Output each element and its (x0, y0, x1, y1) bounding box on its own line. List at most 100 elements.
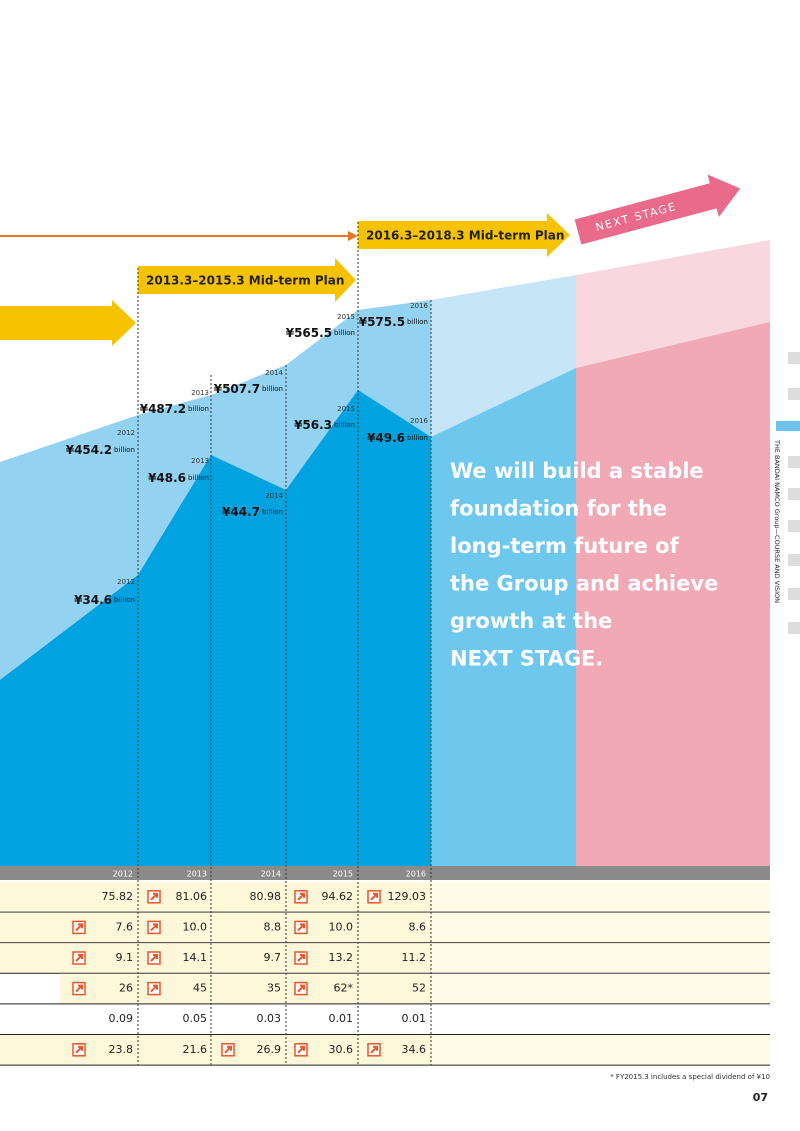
unit: billion (407, 318, 428, 326)
message-line: NEXT STAGE. (450, 647, 603, 671)
value: ¥56.3 (294, 418, 332, 432)
value: ¥34.6 (74, 593, 112, 607)
value-label: ¥56.3 billion (294, 418, 355, 432)
table-cell: 129.03 (388, 890, 427, 903)
value-label: ¥575.5 billion (359, 315, 428, 329)
page-number: 07 (753, 1091, 768, 1104)
plan-label: 2016.3–2018.3 Mid-term Plan (366, 229, 564, 243)
unit: billion (334, 421, 355, 429)
up-icon-arrow (370, 1045, 378, 1054)
value: ¥487.2 (140, 402, 186, 416)
unit: billion (188, 474, 209, 482)
row-background (0, 882, 431, 912)
message-line: long-term future of (450, 534, 680, 558)
table-cell: 13.2 (329, 951, 354, 964)
unit: billion (262, 385, 283, 393)
unit: billion (407, 434, 428, 442)
value: ¥565.5 (286, 326, 332, 340)
value: ¥48.6 (148, 471, 186, 485)
table-cell: 81.06 (176, 890, 208, 903)
table-cell: 14.1 (183, 951, 208, 964)
table-cell: 75.82 (102, 890, 134, 903)
value-label: ¥487.2 billion (140, 402, 209, 416)
divider-lines (137, 222, 432, 1065)
up-icon-arrow (297, 954, 305, 962)
row-background (0, 1035, 431, 1065)
table-cell: 10.0 (329, 920, 354, 933)
table-cell: 94.62 (322, 890, 354, 903)
year-label: 2015 (337, 313, 355, 321)
unit: billion (334, 329, 355, 337)
year-label: 2012 (117, 429, 135, 437)
side-title: THE BANDAI NAMCO Group—COURSE AND VISION (773, 439, 781, 603)
year-label: 2014 (265, 369, 283, 377)
unit: billion (114, 596, 135, 604)
row-background (60, 973, 431, 1004)
up-icon-arrow (370, 892, 378, 901)
income-area (0, 390, 431, 866)
up-icon-arrow (297, 923, 305, 932)
table-cell: 34.6 (402, 1043, 427, 1056)
message-line: foundation for the (450, 497, 667, 521)
value-label: ¥507.7 billion (214, 382, 283, 396)
table-header: 2013 (187, 870, 207, 879)
yellow-arrow (0, 300, 136, 346)
table-header: 2015 (333, 870, 353, 879)
row-background-right (431, 943, 770, 973)
year-label: 2014 (265, 492, 283, 500)
up-icon-arrow (150, 984, 158, 993)
row-background-right (431, 1004, 770, 1034)
income-area-future (431, 368, 576, 866)
up-icon-arrow (297, 892, 305, 901)
table-cell: 7.6 (116, 920, 134, 933)
side-nav-active (776, 421, 800, 431)
table-cell: 11.2 (402, 951, 427, 964)
value-label: ¥34.6 billion (74, 593, 135, 607)
table-cell: 23.8 (109, 1043, 134, 1056)
mid-term-arrow (358, 213, 570, 257)
row-background-right (431, 882, 770, 912)
table-cell: 52 (412, 982, 426, 995)
up-icon-arrow (75, 954, 83, 962)
table-header: 2012 (113, 870, 133, 879)
plan-label: 2013.3–2015.3 Mid-term Plan (146, 274, 344, 288)
message-line: We will build a stable (450, 459, 704, 483)
year-label: 2013 (191, 389, 209, 397)
value: ¥454.2 (66, 443, 112, 457)
table-cell: 80.98 (250, 890, 282, 903)
value: ¥507.7 (214, 382, 260, 396)
up-icon-arrow (224, 1045, 232, 1054)
value-label: ¥48.6 billion (148, 471, 209, 485)
value-label: ¥454.2 billion (66, 443, 135, 457)
value: ¥575.5 (359, 315, 405, 329)
side-nav (788, 352, 800, 634)
value: ¥49.6 (367, 431, 405, 445)
table-cell: 9.7 (264, 951, 282, 964)
table-cell: 0.09 (109, 1012, 134, 1025)
up-icon-arrow (75, 923, 83, 932)
unit: billion (188, 405, 209, 413)
row-background-right (431, 912, 770, 943)
table-cell: 45 (193, 982, 207, 995)
table-header: 2014 (261, 870, 281, 879)
mid-term-arrow (138, 258, 356, 302)
table-cell: 9.1 (116, 951, 134, 964)
year-label: 2013 (191, 457, 209, 465)
up-icon-arrow (75, 1045, 83, 1054)
year-label: 2016 (410, 302, 428, 310)
row-background-right (431, 973, 770, 1004)
table-cell: 35 (267, 982, 281, 995)
value-label: ¥565.5 billion (286, 326, 355, 340)
next-stage-arrow: NEXT STAGE (574, 174, 741, 245)
income-area-next (576, 322, 770, 866)
table-cell: 8.8 (264, 920, 282, 933)
row-background (0, 912, 431, 943)
table-header: 2016 (406, 870, 426, 879)
value-label: ¥44.7 billion (222, 505, 283, 519)
value-label: ¥49.6 billion (367, 431, 428, 445)
table-cell: 21.6 (183, 1043, 208, 1056)
up-icon-arrow (150, 954, 158, 962)
table-cell: 8.6 (409, 920, 427, 933)
message-line: the Group and achieve (450, 572, 718, 596)
